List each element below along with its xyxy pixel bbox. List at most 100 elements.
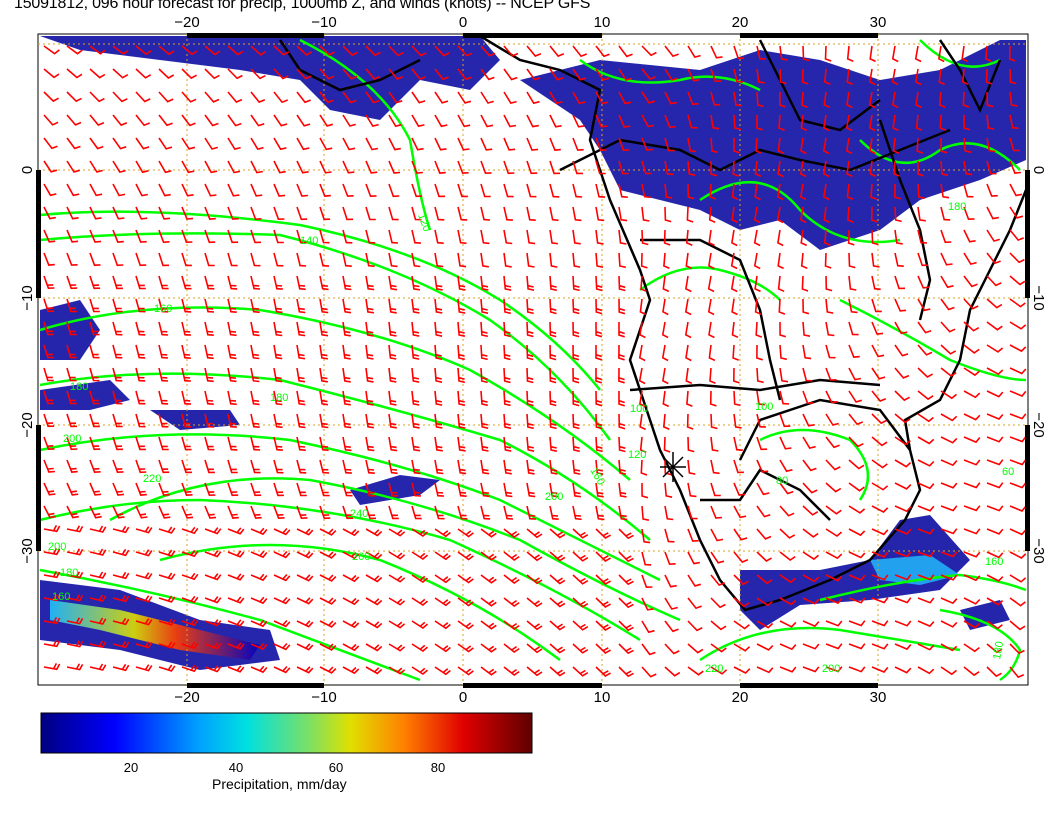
wind-barb bbox=[227, 367, 237, 383]
wind-barb bbox=[640, 459, 648, 476]
wind-barb bbox=[572, 68, 587, 81]
wind-barb bbox=[480, 137, 493, 151]
wind-barb bbox=[66, 663, 84, 671]
wind-barb bbox=[801, 275, 809, 292]
wind-barb bbox=[227, 160, 241, 174]
wind-barb bbox=[296, 68, 312, 80]
wind-barb bbox=[434, 91, 449, 104]
wind-barb bbox=[640, 275, 647, 292]
wind-barb bbox=[434, 643, 451, 653]
wind-barb bbox=[66, 91, 82, 103]
wind-barb bbox=[250, 573, 268, 582]
wind-barb bbox=[685, 252, 693, 270]
wind-barb bbox=[135, 526, 153, 534]
wind-barb bbox=[572, 160, 583, 175]
wind-barb bbox=[871, 344, 885, 358]
wind-barb bbox=[411, 206, 422, 221]
wind-barb bbox=[687, 459, 696, 475]
wind-barb bbox=[526, 620, 543, 631]
wind-barb bbox=[917, 666, 935, 675]
wind-barb bbox=[709, 390, 717, 407]
wind-barb bbox=[595, 160, 606, 175]
wind-barb bbox=[1009, 367, 1027, 375]
wind-barb bbox=[687, 551, 700, 565]
wind-barb bbox=[1009, 114, 1019, 130]
wind-barb bbox=[1008, 45, 1016, 62]
wind-barb bbox=[204, 114, 219, 127]
wind-barb bbox=[342, 183, 354, 197]
wind-barb bbox=[43, 367, 54, 382]
wind-barb bbox=[480, 620, 497, 630]
wind-barb bbox=[89, 206, 102, 220]
wind-barb bbox=[800, 229, 808, 247]
wind-barb bbox=[639, 436, 647, 454]
wind-barb bbox=[434, 620, 451, 630]
wind-barb bbox=[871, 574, 889, 581]
wind-barb bbox=[572, 183, 583, 198]
wind-barb bbox=[779, 505, 795, 517]
wind-barb bbox=[43, 436, 55, 451]
wind-barb bbox=[158, 549, 176, 557]
wind-barb bbox=[273, 275, 283, 290]
wind-barb bbox=[89, 617, 107, 625]
wind-barb bbox=[618, 459, 627, 475]
wind-barb bbox=[457, 229, 467, 245]
wind-barb bbox=[135, 549, 153, 557]
wind-barb bbox=[526, 252, 535, 268]
wind-barb bbox=[754, 183, 761, 201]
wind-barb bbox=[963, 252, 977, 266]
right-lat-labels: 0 −10 −20 −30 bbox=[1030, 166, 1047, 564]
contour-label: 180 bbox=[991, 640, 1006, 660]
wind-barb bbox=[986, 528, 1004, 535]
wind-barb bbox=[846, 68, 854, 86]
wind-barb bbox=[66, 459, 78, 473]
wind-barb bbox=[480, 45, 496, 57]
wind-barb bbox=[894, 528, 912, 535]
wind-barb bbox=[940, 574, 958, 581]
wind-barb bbox=[503, 551, 520, 561]
wind-barb bbox=[250, 114, 265, 127]
wind-barb bbox=[802, 436, 816, 450]
wind-barb bbox=[250, 137, 264, 151]
wind-barb bbox=[1009, 643, 1025, 655]
wind-barb bbox=[708, 252, 715, 270]
lat-tick-label: −10 bbox=[1030, 285, 1047, 310]
wind-barb bbox=[342, 344, 351, 360]
wind-barb bbox=[227, 642, 245, 650]
wind-barb bbox=[66, 548, 84, 556]
contour-label: 240 bbox=[350, 508, 368, 520]
wind-barb bbox=[871, 482, 889, 491]
wind-barb bbox=[526, 160, 538, 175]
wind-barb bbox=[66, 594, 84, 602]
wind-barb bbox=[963, 528, 981, 535]
wind-barb bbox=[204, 206, 216, 220]
wind-barb bbox=[135, 390, 146, 405]
wind-barb bbox=[296, 551, 314, 559]
wind-barb bbox=[296, 91, 311, 104]
wind-barb bbox=[112, 663, 130, 672]
wind-barb bbox=[986, 229, 1001, 242]
wind-barb bbox=[572, 252, 581, 268]
wind-barb bbox=[756, 666, 774, 674]
wind-barb bbox=[961, 68, 969, 86]
wind-barb bbox=[503, 620, 520, 630]
wind-barb bbox=[227, 321, 237, 337]
wind-barb bbox=[227, 550, 245, 558]
wind-barb bbox=[411, 390, 420, 406]
wind-barb bbox=[710, 436, 719, 452]
wind-barb bbox=[963, 137, 972, 153]
wind-barb bbox=[250, 413, 260, 428]
wind-barb bbox=[296, 666, 314, 674]
wind-barb bbox=[618, 482, 627, 498]
wind-barb bbox=[687, 160, 696, 176]
wind-barb bbox=[549, 298, 557, 315]
wind-barb bbox=[66, 252, 78, 266]
wind-barb bbox=[868, 91, 876, 109]
wind-barb bbox=[434, 298, 443, 314]
wind-barb bbox=[824, 45, 832, 62]
wind-barb bbox=[135, 482, 147, 496]
wind-barb bbox=[526, 551, 543, 562]
wind-barb bbox=[871, 390, 887, 402]
wind-barb bbox=[686, 206, 694, 223]
contour-label: 260 bbox=[352, 551, 370, 563]
